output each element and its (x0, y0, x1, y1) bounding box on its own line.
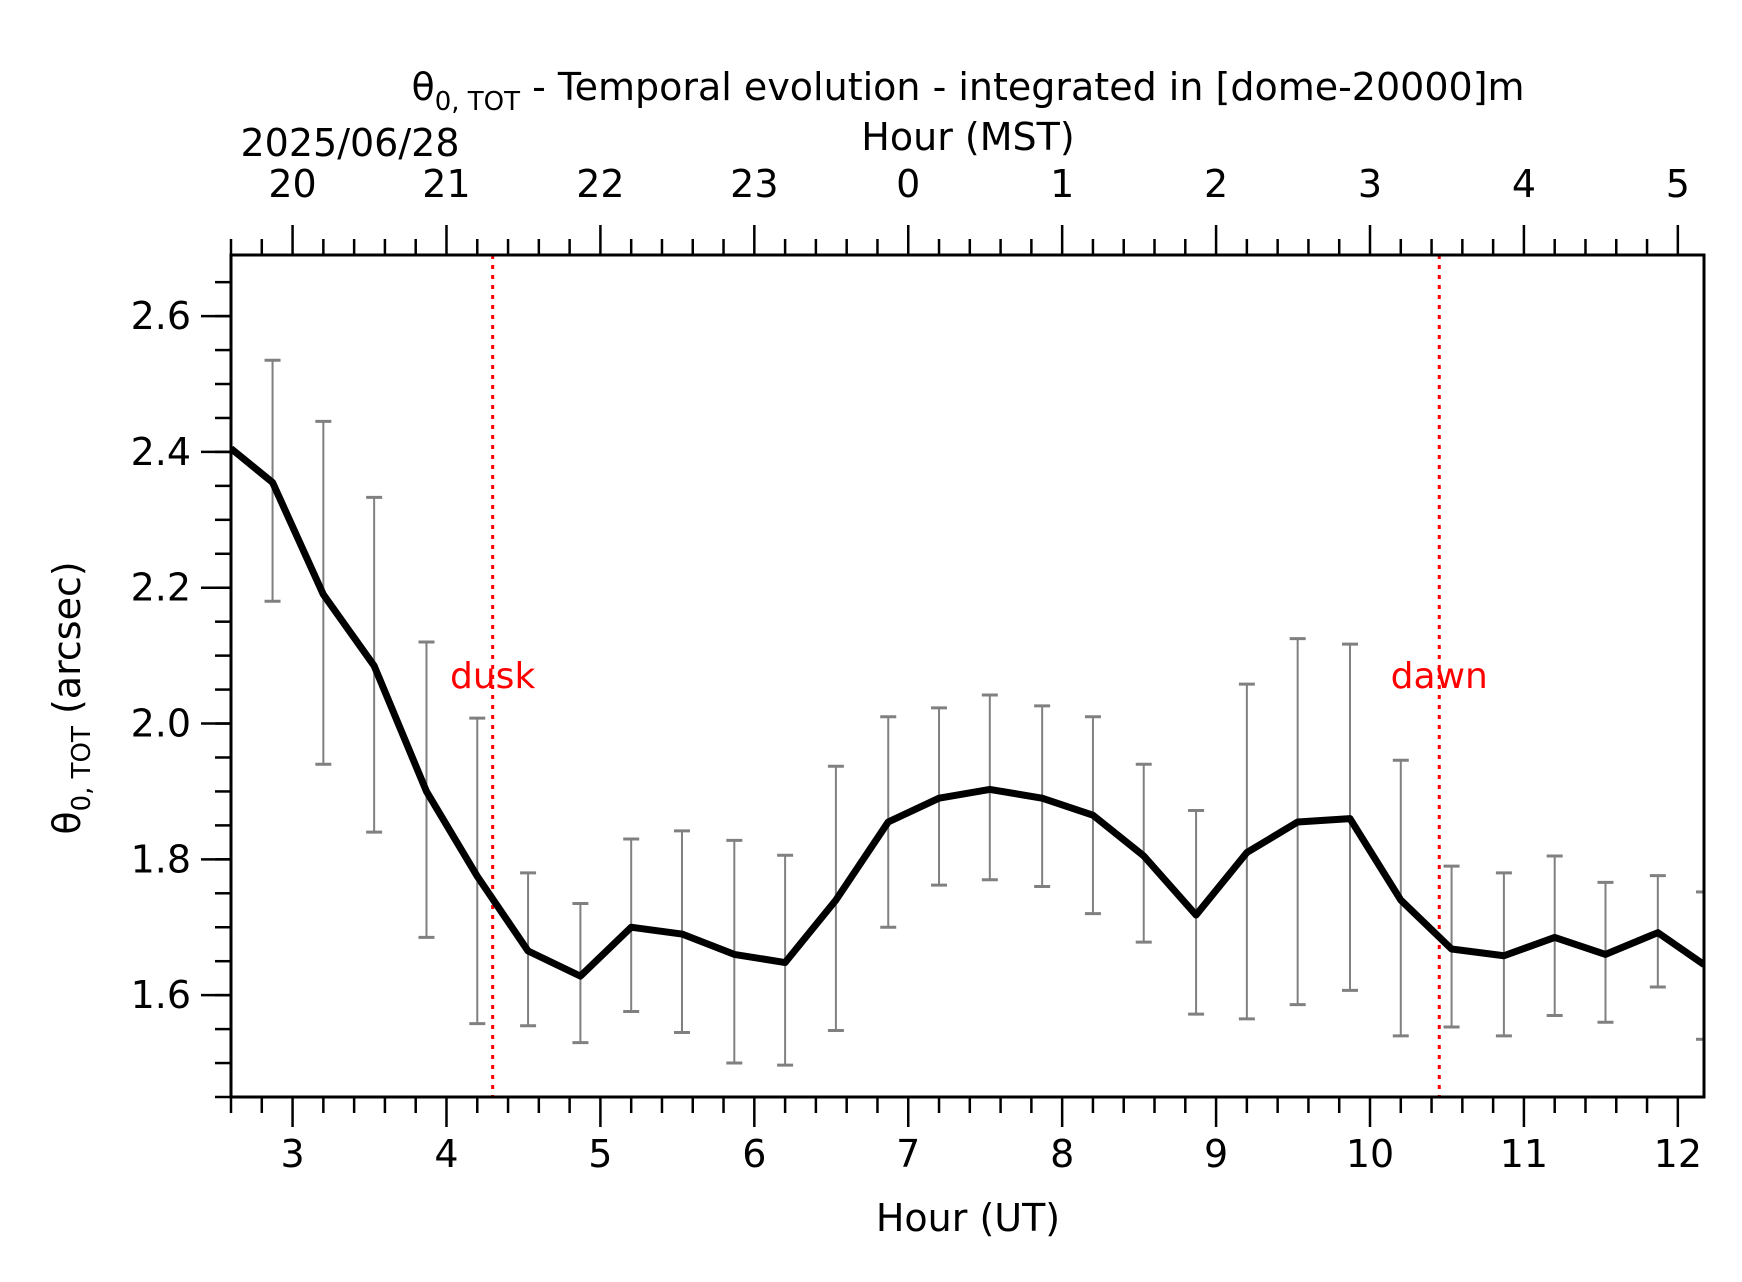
top-tick-label: 20 (268, 162, 316, 206)
data-layer: dusk dawn (231, 255, 1704, 1097)
x-tick-label: 12 (1654, 1132, 1702, 1176)
plot-frame (229, 253, 1706, 1099)
top-tick-label: 21 (422, 162, 470, 206)
top-tick-label: 4 (1512, 162, 1536, 206)
dawn-label: dawn (1391, 656, 1488, 697)
x-tick-label: 9 (1204, 1132, 1228, 1176)
y-tick-label: 1.8 (131, 837, 191, 881)
series-line (231, 445, 1704, 980)
top-tick-label: 22 (576, 162, 624, 206)
top-tick-label: 23 (730, 162, 778, 206)
date-label: 2025/06/28 (240, 121, 459, 165)
x-tick-label: 6 (742, 1132, 766, 1176)
x-tick-label: 7 (896, 1132, 920, 1176)
top-tick-label: 2 (1204, 162, 1228, 206)
dusk-label: dusk (450, 656, 535, 697)
x-tick-label: 4 (434, 1132, 458, 1176)
x-tick-label: 10 (1346, 1132, 1394, 1176)
top-tick-label: 0 (896, 162, 920, 206)
y-tick-label: 2.2 (131, 566, 191, 610)
chart-title: θ0, TOT - Temporal evolution - integrate… (411, 65, 1524, 117)
y-tick-label: 1.6 (131, 973, 191, 1017)
top-tick-label: 5 (1666, 162, 1690, 206)
x-tick-label: 8 (1050, 1132, 1074, 1176)
bottom-axis-label: Hour (UT) (876, 1196, 1060, 1240)
top-tick-label: 1 (1050, 162, 1074, 206)
top-tick-label: 3 (1358, 162, 1382, 206)
x-tick-label: 3 (280, 1132, 304, 1176)
top-axis-label: Hour (MST) (861, 115, 1074, 159)
y-tick-label: 2.6 (131, 294, 191, 338)
y-tick-label: 2.0 (131, 702, 191, 746)
x-tick-label: 5 (588, 1132, 612, 1176)
y-axis-label: θ0, TOT (arcsec) (45, 561, 97, 834)
y-tick-label: 2.4 (131, 430, 191, 474)
x-tick-label: 11 (1500, 1132, 1548, 1176)
